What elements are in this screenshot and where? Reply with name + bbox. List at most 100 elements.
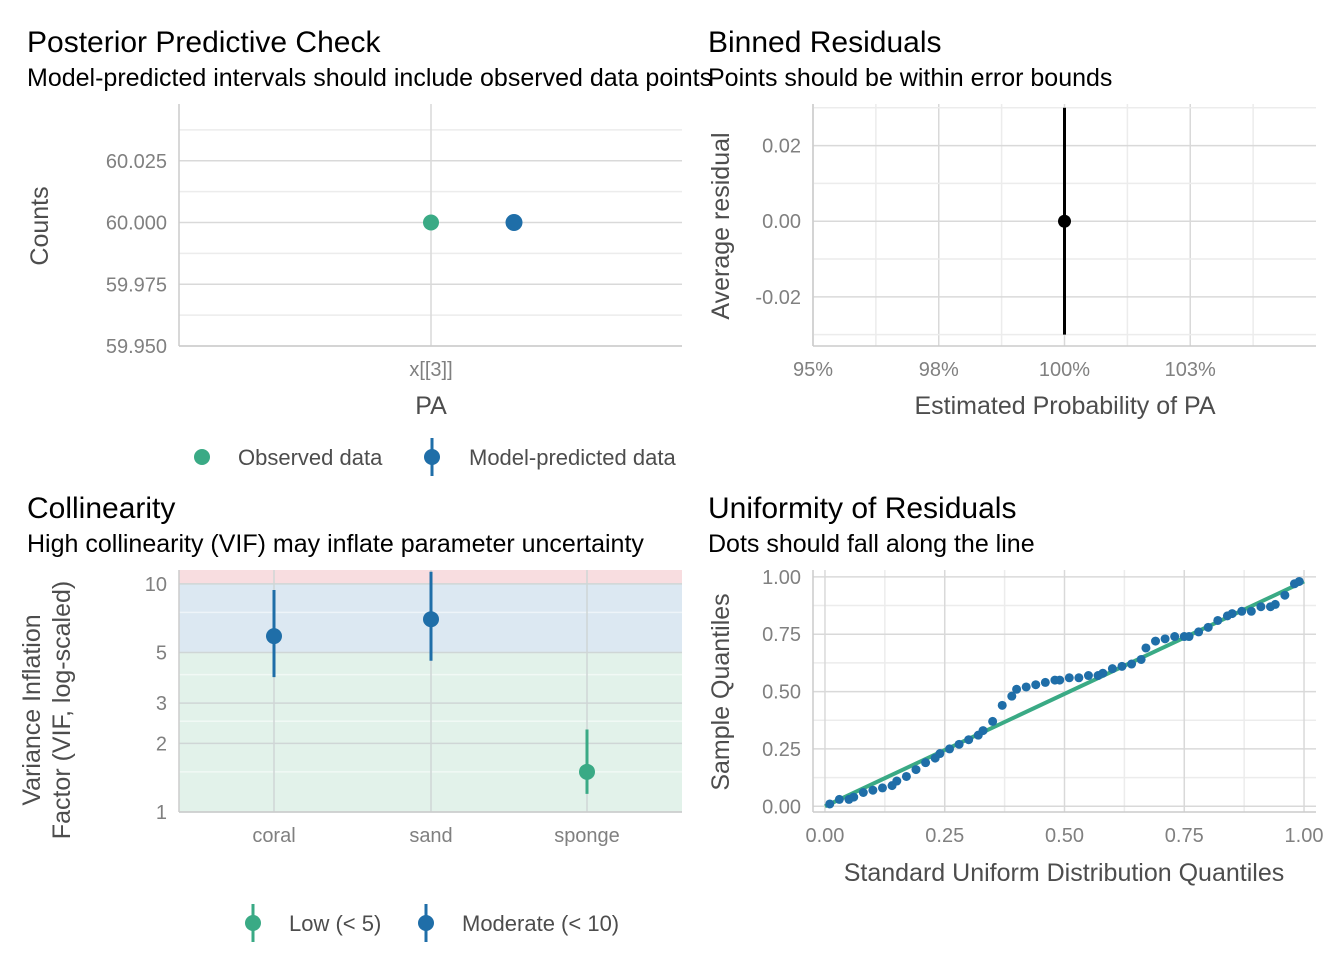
qq-point <box>1040 677 1050 687</box>
qq-point <box>1083 671 1093 681</box>
qq-point <box>1280 590 1290 600</box>
qq-y-tick-label: 1.00 <box>762 567 801 589</box>
ppc-title: Posterior Predictive Check <box>27 26 381 59</box>
qq-x-tick-label: 0.25 <box>925 825 964 847</box>
legend-moderate-label: Moderate (< 10) <box>462 911 619 936</box>
collinearity-point-sand <box>423 611 439 628</box>
qq-y-tick-label: 0.50 <box>762 682 801 704</box>
qq-marks <box>824 576 1305 809</box>
collinearity-legend: Low (< 5) Moderate (< 10) <box>245 904 619 942</box>
qq-point <box>1007 691 1017 701</box>
qq-point <box>901 771 911 781</box>
binned-tick-labels: 95% 98% 100% 103% -0.02 0.00 0.02 <box>755 136 1216 381</box>
qq-y-axis-title: Sample Quantiles <box>707 593 735 790</box>
qq-point <box>1246 606 1256 616</box>
qq-title: Uniformity of Residuals <box>708 492 1016 525</box>
qq-y-tick-label: 0.00 <box>762 796 801 818</box>
qq-point <box>997 700 1007 710</box>
qq-tick-labels: 0.00 0.25 0.50 0.75 1.00 0.00 0.25 0.50 0.75 1.00 <box>762 567 1323 847</box>
collinearity-y-axis-title-line-2: Factor (VIF, log-scaled) <box>48 581 76 839</box>
collinearity-y-tick-label: 1 <box>156 802 167 824</box>
qq-y-tick-label: 0.75 <box>762 624 801 646</box>
ppc-subtitle: Model-predicted intervals should include… <box>27 64 712 92</box>
ppc-y-tick-label: 60.025 <box>106 151 167 173</box>
legend-predicted-swatch <box>424 449 440 465</box>
qq-point <box>868 785 878 795</box>
legend-observed-label: Observed data <box>238 445 383 470</box>
qq-point <box>1194 627 1204 637</box>
legend-observed-swatch <box>194 449 210 465</box>
ppc-x-axis-title: PA <box>415 392 447 420</box>
ppc-y-tick-label: 59.975 <box>106 274 167 296</box>
collinearity-x-tick-label: sand <box>409 825 452 847</box>
ppc-y-axis-title: Counts <box>26 186 54 265</box>
binned-subtitle: Points should be within error bounds <box>708 64 1112 92</box>
ppc-predicted-point <box>505 214 523 232</box>
qq-point <box>964 735 974 745</box>
qq-point <box>1160 634 1170 644</box>
qq-point <box>1136 654 1146 664</box>
qq-point <box>921 758 931 768</box>
qq-point <box>1151 636 1161 646</box>
qq-point <box>911 765 921 775</box>
ppc-panel: Posterior Predictive Check Model-predict… <box>26 26 712 476</box>
qq-point <box>834 794 844 804</box>
collinearity-subtitle: High collinearity (VIF) may inflate para… <box>27 530 644 558</box>
qq-point <box>1021 682 1031 692</box>
binned-y-tick-label: -0.02 <box>755 287 801 309</box>
qq-point <box>954 739 964 749</box>
collinearity-y-tick-label: 5 <box>156 643 167 665</box>
qq-subtitle: Dots should fall along the line <box>708 530 1035 558</box>
qq-point <box>1117 661 1127 671</box>
ppc-y-tick-label: 60.000 <box>106 213 167 235</box>
qq-point <box>1213 615 1223 625</box>
qq-point <box>858 788 868 798</box>
collinearity-x-tick-label: sponge <box>554 825 620 847</box>
binned-marks <box>1058 107 1071 335</box>
legend-low-label: Low (< 5) <box>289 911 381 936</box>
qq-point <box>1074 673 1084 683</box>
qq-grid <box>812 570 1316 813</box>
ppc-y-tick-label: 59.950 <box>106 336 167 358</box>
collinearity-x-tick-label: coral <box>252 825 295 847</box>
qq-point <box>1055 675 1065 685</box>
ppc-y-tick-labels: 59.950 59.975 60.000 60.025 <box>106 151 167 358</box>
qq-point <box>1294 576 1304 586</box>
binned-y-tick-label: 0.02 <box>762 136 801 158</box>
qq-point <box>1141 643 1151 653</box>
qq-point <box>1064 673 1074 683</box>
qq-point <box>1098 668 1108 678</box>
qq-point <box>935 749 945 759</box>
binned-x-tick-label: 98% <box>919 359 959 381</box>
collinearity-y-tick-label: 3 <box>156 693 167 715</box>
collinearity-y-tick-label: 10 <box>145 574 167 596</box>
qq-point <box>1237 606 1247 616</box>
binned-x-tick-label: 100% <box>1039 359 1090 381</box>
qq-point <box>978 726 988 736</box>
ppc-observed-point <box>423 214 439 231</box>
ppc-x-tick-label: x[[3]] <box>409 359 452 381</box>
binned-title: Binned Residuals <box>708 26 941 59</box>
collinearity-tick-labels: 1 2 3 5 10 coral sand sponge <box>145 574 620 847</box>
qq-point <box>892 776 902 786</box>
collinearity-y-tick-label: 2 <box>156 733 167 755</box>
qq-x-tick-label: 0.00 <box>806 825 845 847</box>
binned-x-tick-label: 103% <box>1165 359 1216 381</box>
qq-point <box>1270 599 1280 609</box>
qq-point <box>1031 680 1041 690</box>
ppc-marks <box>423 214 523 232</box>
legend-low-swatch <box>245 915 261 931</box>
collinearity-y-axis-title-line-1: Variance Inflation <box>18 614 46 805</box>
qq-y-tick-label: 0.25 <box>762 739 801 761</box>
qq-point <box>1184 632 1194 642</box>
qq-point <box>849 792 859 802</box>
qq-panel: Uniformity of Residuals Dots should fall… <box>707 492 1323 887</box>
collinearity-point-coral <box>266 628 282 645</box>
legend-predicted-label: Model-predicted data <box>469 445 676 470</box>
qq-point <box>988 716 998 726</box>
collinearity-point-sponge <box>579 763 595 780</box>
collinearity-panel: Collinearity High collinearity (VIF) may… <box>18 492 682 942</box>
qq-point <box>1256 602 1266 612</box>
qq-point <box>1012 684 1022 694</box>
